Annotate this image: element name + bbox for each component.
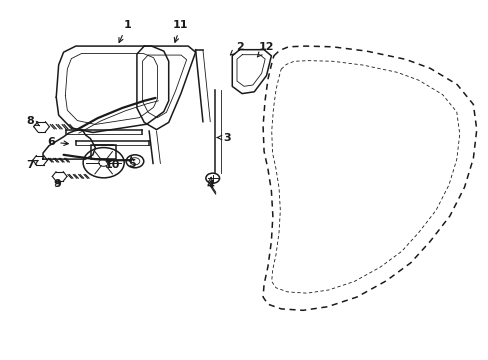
Text: 1: 1 <box>119 20 131 42</box>
Text: 5: 5 <box>128 156 136 169</box>
Text: 9: 9 <box>54 179 61 189</box>
Text: 7: 7 <box>26 160 38 170</box>
Text: 11: 11 <box>173 20 188 42</box>
Text: 6: 6 <box>47 137 68 147</box>
Text: 10: 10 <box>104 160 120 170</box>
Text: 2: 2 <box>230 42 243 55</box>
Text: 8: 8 <box>26 116 40 126</box>
Text: 3: 3 <box>217 132 231 143</box>
Bar <box>91 145 116 159</box>
Text: 4: 4 <box>206 177 214 190</box>
Text: 12: 12 <box>257 42 274 57</box>
